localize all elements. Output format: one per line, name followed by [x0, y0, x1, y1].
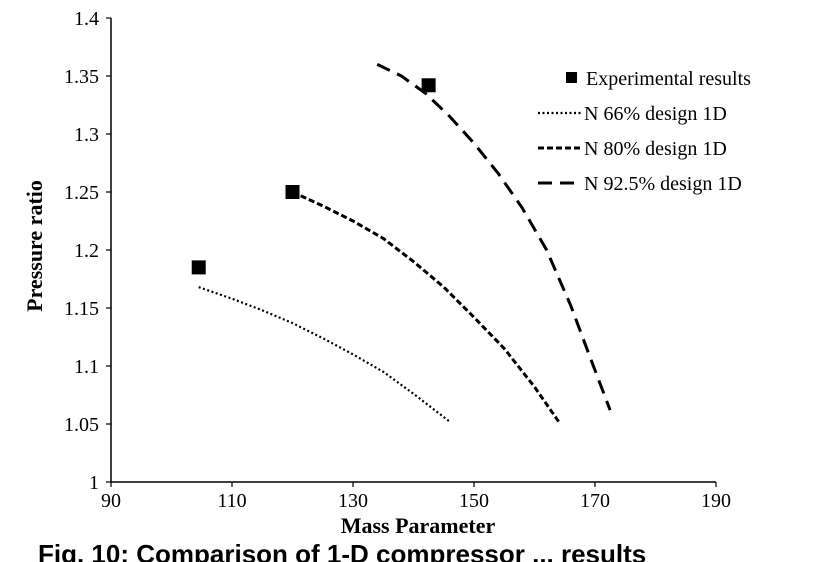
tick-labels: 90 110 130 150 170 190 1 1.05 1.1 1.15 1.2 1.25 1.3 1…: [64, 8, 731, 512]
axes: [106, 17, 717, 487]
y-tick-label: 1.05: [64, 414, 99, 436]
legend-label-0: Experimental results: [586, 68, 751, 90]
y-tick-label: 1.35: [64, 66, 99, 88]
experimental-point: [191, 260, 206, 275]
plot-area: [191, 63, 612, 423]
x-tick-label: 150: [459, 490, 489, 512]
legend-label-3: N 92.5% design 1D: [584, 173, 742, 195]
experimental-point: [285, 185, 300, 199]
y-tick-label: 1.1: [74, 356, 99, 378]
series-line-2: [291, 190, 560, 423]
experimental-point: [421, 78, 436, 93]
x-tick-label: 170: [580, 490, 610, 512]
y-tick-label: 1.3: [74, 124, 99, 146]
y-tick-label: 1.25: [64, 182, 99, 204]
x-axis-title: Mass Parameter: [341, 513, 496, 538]
y-tick-label: 1.4: [74, 8, 99, 30]
series-line-1: [198, 286, 451, 423]
y-tick-label: 1.15: [64, 298, 99, 320]
legend: Experimental results N 66% design 1D N 80%…: [538, 68, 751, 195]
y-tick-label: 1.2: [74, 240, 99, 262]
series-line-3: [376, 63, 612, 411]
legend-label-2: N 80% design 1D: [584, 138, 727, 160]
figure-caption: Fig. 10: Comparison of 1-D compressor ..…: [38, 539, 646, 562]
x-tick-label: 90: [101, 490, 121, 512]
x-tick-label: 190: [701, 490, 731, 512]
x-tick-label: 110: [217, 490, 246, 512]
x-tick-label: 130: [338, 490, 368, 512]
legend-label-1: N 66% design 1D: [584, 103, 727, 125]
y-tick-label: 1: [89, 472, 99, 494]
legend-marker-0: [566, 72, 577, 83]
y-axis-title: Pressure ratio: [22, 180, 47, 312]
